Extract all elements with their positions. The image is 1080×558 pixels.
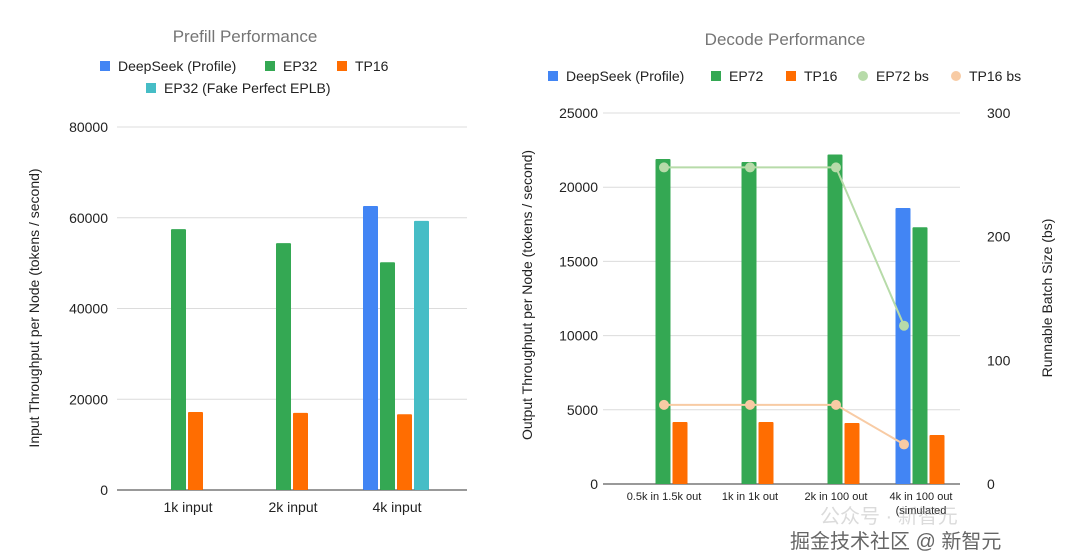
decode-category-label: 2k in 100 out — [805, 491, 868, 503]
decode-y2-tick: 300 — [987, 105, 1011, 121]
decode-bar-ep72 — [912, 227, 928, 484]
legend-swatch-tp16 — [337, 61, 347, 71]
prefill-chart: Prefill Performance DeepSeek (Profile) EP… — [26, 27, 467, 515]
prefill-bar-ep32 — [171, 229, 186, 490]
prefill-bar-ep32 — [276, 243, 291, 490]
legend-label-tp16-bs: TP16 bs — [969, 68, 1021, 84]
decode-point-ep72-bs — [831, 162, 841, 173]
decode-y-tick: 20000 — [559, 179, 598, 195]
decode-point-tp16-bs — [831, 399, 841, 410]
decode-bar-deepseek-profile — [895, 207, 911, 484]
decode-point-ep72-bs — [745, 162, 755, 173]
prefill-legend: DeepSeek (Profile) EP32 TP16 EP32 (Fake Per… — [100, 58, 389, 96]
decode-grid: 0 5000 10000 15000 20000 25000 0 100 200 300 — [559, 105, 1011, 492]
legend-label-tp16: TP16 — [355, 58, 389, 74]
decode-point-tp16-bs — [659, 399, 669, 410]
legend-label-deepseek-profile: DeepSeek (Profile) — [566, 68, 684, 84]
decode-point-ep72-bs — [659, 162, 669, 173]
prefill-bar-ep32-fake-perfect-eplb — [414, 220, 429, 490]
prefill-bar-tp16 — [397, 414, 412, 490]
decode-category-label: 1k in 1k out — [722, 491, 778, 503]
legend-label-ep72: EP72 — [729, 68, 763, 84]
decode-y2-tick: 200 — [987, 229, 1011, 245]
decode-bar-ep72 — [655, 159, 671, 484]
legend-swatch-deepseek-profile — [548, 71, 558, 81]
decode-categories: 0.5k in 1.5k out 1k in 1k out 2k in 100 ou… — [627, 491, 953, 517]
decode-y2-tick: 0 — [987, 476, 995, 492]
decode-y-tick: 5000 — [567, 402, 598, 418]
decode-legend: DeepSeek (Profile) EP72 TP16 EP72 bs TP16 bs — [548, 68, 1021, 84]
watermark-line2: 掘金技术社区 @ 新智元 — [790, 530, 1001, 553]
prefill-y-tick: 0 — [100, 482, 108, 498]
decode-bar-tp16 — [929, 435, 945, 484]
legend-swatch-tp16-bs — [951, 71, 961, 81]
prefill-bar-deepseek-profile — [363, 205, 378, 490]
legend-swatch-ep32 — [265, 61, 275, 71]
prefill-grid: 0 20000 40000 60000 80000 — [69, 119, 467, 498]
decode-bar-tp16 — [672, 421, 688, 484]
prefill-y-tick: 80000 — [69, 119, 108, 135]
legend-swatch-ep32-fake-perfect-eplb — [146, 83, 156, 93]
legend-label-tp16: TP16 — [804, 68, 838, 84]
decode-y2-axis-title: Runnable Batch Size (bs) — [1039, 219, 1055, 378]
legend-label-deepseek-profile: DeepSeek (Profile) — [118, 58, 236, 74]
decode-bar-ep72 — [741, 161, 757, 485]
decode-bar-tp16 — [844, 423, 860, 484]
prefill-category-label: 2k input — [268, 499, 317, 515]
decode-y-tick: 15000 — [559, 253, 598, 269]
watermark-line1: 公众号 · 新智元 — [820, 505, 958, 528]
decode-y-tick: 10000 — [559, 328, 598, 344]
legend-swatch-deepseek-profile — [100, 61, 110, 71]
legend-swatch-ep72 — [711, 71, 721, 81]
decode-category-label: 4k in 100 out — [890, 491, 953, 503]
prefill-y-axis-title: Input Throughput per Node (tokens / seco… — [26, 168, 42, 447]
decode-point-ep72-bs — [899, 320, 909, 331]
decode-title: Decode Performance — [705, 30, 866, 49]
prefill-y-tick: 60000 — [69, 210, 108, 226]
decode-y2-tick: 100 — [987, 352, 1011, 368]
prefill-bar-tp16 — [188, 411, 203, 490]
decode-point-tp16-bs — [899, 439, 909, 450]
decode-lines — [659, 162, 909, 450]
decode-point-tp16-bs — [745, 399, 755, 410]
prefill-bar-ep32 — [380, 262, 395, 490]
prefill-category-label: 4k input — [372, 499, 421, 515]
decode-line-ep72-bs — [664, 166, 905, 327]
decode-y-tick: 25000 — [559, 105, 598, 121]
legend-label-ep32: EP32 — [283, 58, 317, 74]
watermark: 公众号 · 新智元 掘金技术社区 @ 新智元 — [790, 505, 1001, 553]
prefill-y-tick: 20000 — [69, 391, 108, 407]
decode-line-tp16-bs — [664, 403, 905, 446]
prefill-categories: 1k input 2k input 4k input — [163, 499, 421, 515]
decode-bar-tp16 — [758, 421, 774, 484]
decode-category-note: (simulated — [896, 505, 947, 517]
prefill-bar-tp16 — [293, 412, 308, 490]
prefill-category-label: 1k input — [163, 499, 212, 515]
decode-y-axis-title: Output Throughput per Node (tokens / sec… — [519, 150, 535, 440]
legend-swatch-tp16 — [786, 71, 796, 81]
legend-label-ep72-bs: EP72 bs — [876, 68, 929, 84]
decode-chart: Decode Performance DeepSeek (Profile) EP7… — [519, 30, 1055, 517]
legend-swatch-ep72-bs — [858, 71, 868, 81]
prefill-bars — [171, 205, 429, 490]
prefill-title: Prefill Performance — [173, 27, 318, 46]
prefill-y-tick: 40000 — [69, 301, 108, 317]
decode-category-label: 0.5k in 1.5k out — [627, 491, 702, 503]
legend-label-ep32-fake-perfect-eplb: EP32 (Fake Perfect EPLB) — [164, 80, 331, 96]
decode-y-tick: 0 — [590, 476, 598, 492]
decode-bar-ep72 — [827, 154, 843, 484]
